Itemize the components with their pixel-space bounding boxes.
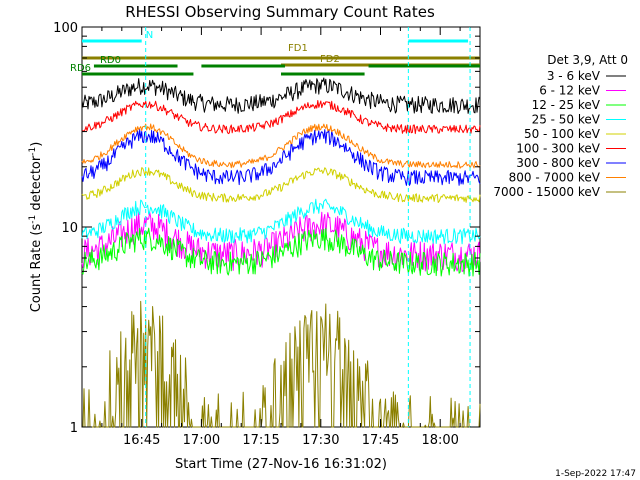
- series-line-2: [81, 227, 481, 277]
- x-tick-label-5: 18:00: [421, 433, 458, 448]
- legend-header: Det 3,9, Att 0: [547, 53, 628, 67]
- legend-label-1: 6 - 12 keV: [539, 84, 601, 98]
- legend-label-3: 25 - 50 keV: [532, 113, 601, 127]
- legend-label-7: 800 - 7000 keV: [509, 171, 601, 185]
- series-line-1: [81, 211, 481, 272]
- y-axis-label-unit: detector: [29, 155, 44, 211]
- y-tick-label-0: 100: [53, 21, 78, 36]
- segment-label-3: RD0: [100, 55, 121, 66]
- series-line-7: [81, 123, 481, 169]
- chart-title: RHESSI Observing Summary Count Rates: [125, 3, 435, 21]
- y-tick-label-2: 1: [70, 421, 78, 436]
- series-line-6: [81, 129, 481, 186]
- series-line-3: [81, 198, 481, 245]
- x-tick-label-1: 17:00: [183, 433, 220, 448]
- x-tick-label-2: 17:15: [242, 433, 279, 448]
- series-layer: [81, 77, 481, 428]
- legend-label-0: 3 - 6 keV: [547, 69, 601, 83]
- segment-layer: N FD1 FD2 RD0 RD6: [70, 30, 480, 76]
- legend-label-2: 12 - 25 keV: [532, 98, 601, 112]
- x-tick-label-3: 17:30: [302, 433, 339, 448]
- series-line-0: [81, 77, 481, 114]
- y-tick-label-1: 10: [61, 221, 78, 236]
- series-line-4: [81, 167, 481, 203]
- series-line-5: [81, 100, 481, 135]
- y-axis-label-close: ): [29, 142, 44, 147]
- y-axis-label-main: Count Rate (s: [29, 224, 44, 313]
- axis-layer: 16:45 17:00 17:15 17:30 17:45 18:00 100 10 1: [53, 21, 480, 448]
- x-tick-label-4: 17:45: [362, 433, 399, 448]
- segment-label-0: N: [146, 30, 153, 41]
- segment-label-4: RD6: [70, 63, 91, 74]
- segment-label-2: FD2: [320, 54, 340, 65]
- legend-label-8: 7000 - 15000 keV: [493, 185, 600, 199]
- legend-label-4: 50 - 100 keV: [524, 127, 601, 141]
- segment-label-1: FD1: [288, 43, 308, 54]
- x-tick-label-0: 16:45: [123, 433, 160, 448]
- footer-date: 1-Sep-2022 17:47: [555, 469, 636, 479]
- y-axis-label: Count Rate (s-1 detector-1): [28, 142, 44, 313]
- legend-label-5: 100 - 300 keV: [516, 142, 600, 156]
- legend-label-6: 300 - 800 keV: [516, 156, 600, 170]
- svg-text:Count Rate (s-1 detector-1): Count Rate (s-1 detector-1): [28, 142, 44, 313]
- x-axis-label: Start Time (27-Nov-16 16:31:02): [175, 457, 387, 472]
- series-line-8: [82, 300, 481, 428]
